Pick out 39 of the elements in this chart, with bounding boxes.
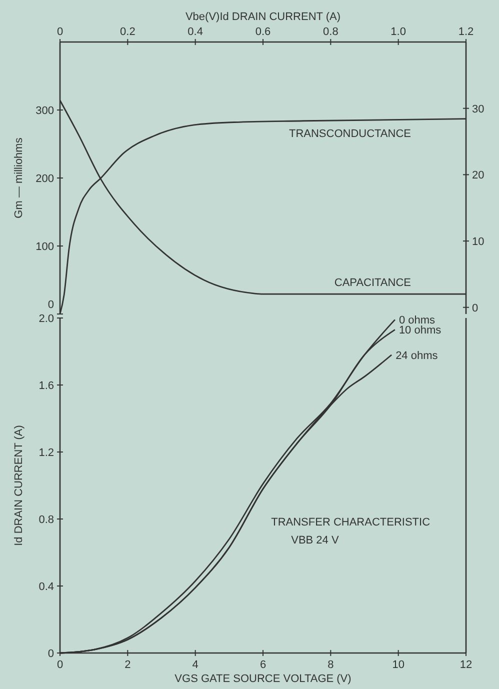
x-tick-label: 1.0 <box>390 26 406 38</box>
x-tick-label: 2 <box>124 659 131 671</box>
y-tick-label: 300 <box>36 105 54 117</box>
y2-tick-label: 10 <box>472 236 484 248</box>
y-tick-label: 0.4 <box>38 581 54 593</box>
y-tick-label: 0 <box>48 299 54 311</box>
y-tick-label: 1.6 <box>38 380 54 392</box>
y-tick-label: 2.0 <box>38 313 54 325</box>
x-tick-label: 0 <box>56 659 64 671</box>
y-tick-label: 0.8 <box>38 514 54 526</box>
x-tick-label: 0.6 <box>255 26 271 38</box>
annotation: TRANSFER CHARACTERISTIC <box>271 516 430 529</box>
series-label: TRANSCONDUCTANCE <box>288 128 411 140</box>
x-tick-label: 6 <box>260 659 266 671</box>
y2-tick-label: 20 <box>472 170 484 182</box>
series-label: CAPACITANCE <box>334 277 411 290</box>
y-tick-label: 1.2 <box>38 447 54 459</box>
x-axis-title: VGS GATE SOURCE VOLTAGE (V) <box>174 673 352 685</box>
series-label: 24 ohms <box>396 350 438 362</box>
x-tick-label: 0 <box>56 26 64 38</box>
x-tick-label: 0.4 <box>188 26 203 38</box>
series-label: 10 ohms <box>398 324 442 337</box>
y-tick-label: 200 <box>36 173 54 185</box>
y2-tick-label: 0 <box>472 302 478 314</box>
x-tick-label: 1.2 <box>458 26 474 38</box>
y-tick-label: 100 <box>36 241 54 253</box>
y-axis-title: Gm — milliohms <box>13 137 25 218</box>
y-tick-label: 0 <box>48 648 54 660</box>
x-tick-label: 8 <box>328 659 334 671</box>
x-tick-label: 10 <box>392 659 404 671</box>
series-label: 0 ohms <box>398 314 436 327</box>
x-tick-label: 12 <box>460 659 472 671</box>
annotation: VBB 24 V <box>291 534 340 547</box>
x-tick-label: 0.2 <box>120 26 136 38</box>
y-axis-title: Id DRAIN CURRENT (A) <box>13 425 25 546</box>
y2-tick-label: 30 <box>472 103 484 116</box>
x-tick-label: 4 <box>192 659 198 671</box>
x-axis-title: Vbe(V)Id DRAIN CURRENT (A) <box>185 11 341 23</box>
x-tick-label: 0.8 <box>323 26 338 38</box>
